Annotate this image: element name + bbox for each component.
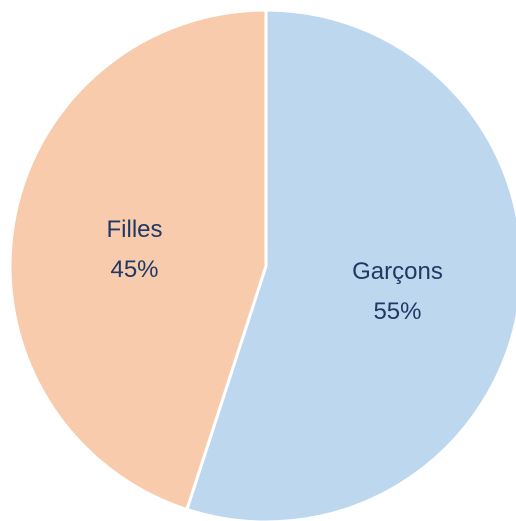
pie-labels: Garçons 55% Filles 45%	[107, 216, 443, 325]
pie-slice-1	[8, 8, 268, 512]
slice-name-label: Filles	[107, 216, 163, 243]
slice-value-label: 55%	[373, 298, 421, 325]
pie-slice-0	[185, 8, 516, 521]
slice-name-label: Garçons	[352, 258, 443, 285]
slice-value-label: 45%	[110, 256, 158, 283]
pie-slices	[8, 8, 516, 521]
